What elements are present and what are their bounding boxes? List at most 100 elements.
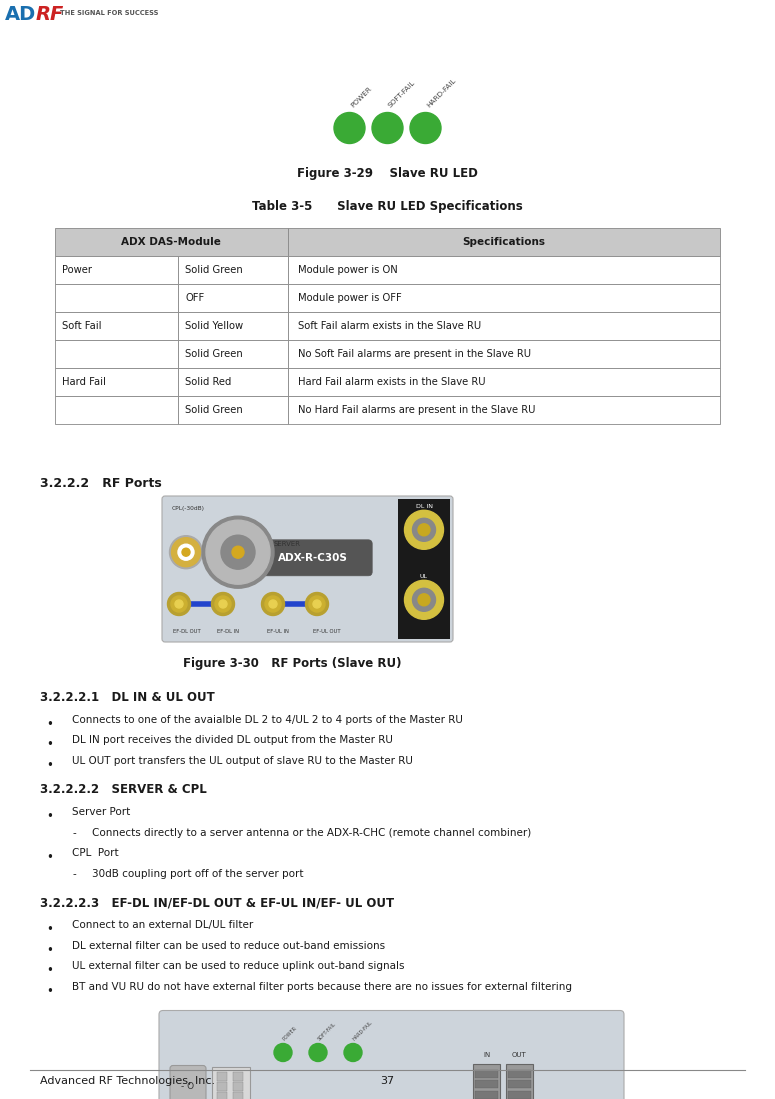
Text: 3.2.2.2.2   SERVER & CPL: 3.2.2.2.2 SERVER & CPL xyxy=(40,784,207,797)
Text: IN: IN xyxy=(483,1053,490,1058)
Text: EF-DL IN: EF-DL IN xyxy=(217,629,239,634)
Text: DL external filter can be used to reduce out-band emissions: DL external filter can be used to reduce… xyxy=(72,941,385,951)
Text: Connects to one of the avaialble DL 2 to 4/UL 2 to 4 ports of the Master RU: Connects to one of the avaialble DL 2 to… xyxy=(72,715,463,725)
Bar xyxy=(288,227,720,256)
Text: Module power is OFF: Module power is OFF xyxy=(298,293,401,303)
Text: •: • xyxy=(46,852,53,865)
Text: Soft Fail: Soft Fail xyxy=(62,321,102,331)
Bar xyxy=(288,284,720,312)
Text: POWER: POWER xyxy=(281,1025,298,1042)
Circle shape xyxy=(171,537,201,567)
Circle shape xyxy=(167,592,191,615)
FancyBboxPatch shape xyxy=(170,1066,206,1099)
Circle shape xyxy=(215,596,231,612)
Text: 3.2.2.2.1   DL IN & UL OUT: 3.2.2.2.1 DL IN & UL OUT xyxy=(40,691,215,704)
Text: No Soft Fail alarms are present in the Slave RU: No Soft Fail alarms are present in the S… xyxy=(298,349,531,359)
FancyBboxPatch shape xyxy=(159,1010,624,1099)
Text: SOFT-FAIL: SOFT-FAIL xyxy=(388,79,416,109)
FancyBboxPatch shape xyxy=(254,540,372,576)
Text: HARD-FAIL: HARD-FAIL xyxy=(425,77,456,109)
Bar xyxy=(55,340,178,368)
Circle shape xyxy=(232,546,244,558)
Text: No Hard Fail alarms are present in the Slave RU: No Hard Fail alarms are present in the S… xyxy=(298,406,536,415)
Bar xyxy=(506,1065,533,1099)
Bar xyxy=(398,499,450,639)
Text: -: - xyxy=(72,828,76,839)
Circle shape xyxy=(202,517,274,588)
Text: •: • xyxy=(46,985,53,998)
Text: OUT: OUT xyxy=(512,1053,527,1058)
Text: HARD-FAIL: HARD-FAIL xyxy=(352,1020,374,1042)
Text: •: • xyxy=(46,739,53,752)
Bar xyxy=(288,340,720,368)
Circle shape xyxy=(178,544,194,560)
Text: DL IN: DL IN xyxy=(415,503,432,509)
Text: CPL  Port: CPL Port xyxy=(72,848,119,858)
FancyBboxPatch shape xyxy=(162,496,453,642)
FancyBboxPatch shape xyxy=(212,1067,250,1099)
Text: EF-UL IN: EF-UL IN xyxy=(267,629,289,634)
Text: Server Port: Server Port xyxy=(72,808,130,818)
Text: Soft Fail alarm exists in the Slave RU: Soft Fail alarm exists in the Slave RU xyxy=(298,321,481,331)
Text: EF-UL OUT: EF-UL OUT xyxy=(313,629,341,634)
Text: THE SIGNAL FOR SUCCESS: THE SIGNAL FOR SUCCESS xyxy=(60,10,158,16)
Bar xyxy=(178,256,288,284)
Text: Connect to an external DL/UL filter: Connect to an external DL/UL filter xyxy=(72,921,253,931)
Circle shape xyxy=(175,600,183,608)
Text: Figure 3-29    Slave RU LED: Figure 3-29 Slave RU LED xyxy=(297,167,478,180)
Text: Module power is ON: Module power is ON xyxy=(298,265,398,275)
Text: Solid Green: Solid Green xyxy=(185,265,243,275)
Text: Table 3-5      Slave RU LED Specifications: Table 3-5 Slave RU LED Specifications xyxy=(252,200,523,213)
Circle shape xyxy=(265,596,281,612)
Circle shape xyxy=(334,112,365,144)
Text: Advanced RF Technologies, Inc.: Advanced RF Technologies, Inc. xyxy=(40,1076,215,1086)
Text: BT and VU RU do not have external filter ports because there are no issues for e: BT and VU RU do not have external filter… xyxy=(72,983,572,992)
Bar xyxy=(233,1083,243,1091)
Text: Hard Fail: Hard Fail xyxy=(62,377,106,387)
Circle shape xyxy=(410,112,441,144)
Bar xyxy=(475,1080,498,1088)
Text: •: • xyxy=(46,944,53,957)
Text: - O: - O xyxy=(181,1083,195,1091)
Bar xyxy=(508,1070,531,1078)
Text: SERVER: SERVER xyxy=(274,541,301,547)
Bar xyxy=(288,312,720,340)
Bar xyxy=(55,368,178,396)
Circle shape xyxy=(171,596,187,612)
Bar xyxy=(55,284,178,312)
Circle shape xyxy=(212,592,235,615)
Circle shape xyxy=(309,1043,327,1062)
Circle shape xyxy=(412,519,436,542)
Text: •: • xyxy=(46,923,53,936)
Circle shape xyxy=(206,520,270,585)
Text: Figure 3-30   RF Ports (Slave RU): Figure 3-30 RF Ports (Slave RU) xyxy=(183,657,401,670)
Bar xyxy=(217,1083,227,1091)
Text: Connects directly to a server antenna or the ADX-R-CHC (remote channel combiner): Connects directly to a server antenna or… xyxy=(92,828,531,839)
Bar xyxy=(288,368,720,396)
Circle shape xyxy=(405,510,443,550)
Bar xyxy=(288,396,720,424)
Bar xyxy=(233,1073,243,1081)
Bar xyxy=(178,368,288,396)
Text: 37: 37 xyxy=(381,1076,394,1086)
Text: Specifications: Specifications xyxy=(463,237,546,247)
Bar xyxy=(508,1080,531,1088)
Circle shape xyxy=(344,1043,362,1062)
Circle shape xyxy=(313,600,321,608)
Circle shape xyxy=(412,588,436,611)
Circle shape xyxy=(182,548,190,556)
Bar xyxy=(178,284,288,312)
Text: POWER: POWER xyxy=(350,86,373,109)
Circle shape xyxy=(405,580,443,620)
Text: SOFT-FAIL: SOFT-FAIL xyxy=(316,1021,336,1042)
Circle shape xyxy=(261,592,284,615)
Bar xyxy=(475,1091,498,1099)
Circle shape xyxy=(305,592,329,615)
Text: ADX DAS-Module: ADX DAS-Module xyxy=(122,237,222,247)
Circle shape xyxy=(219,600,227,608)
Bar xyxy=(178,396,288,424)
Bar xyxy=(55,227,288,256)
Text: •: • xyxy=(46,965,53,977)
Bar xyxy=(475,1070,498,1078)
Text: UL external filter can be used to reduce uplink out-band signals: UL external filter can be used to reduce… xyxy=(72,962,405,972)
